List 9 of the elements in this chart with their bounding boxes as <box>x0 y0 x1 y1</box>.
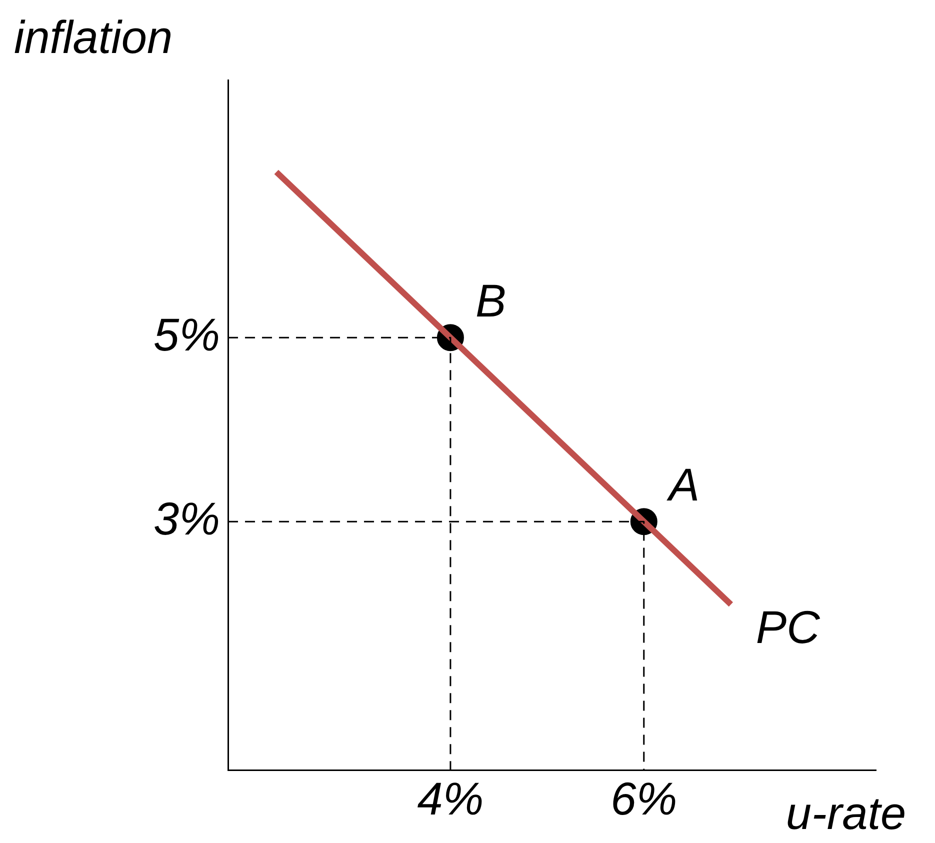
y-axis-title: inflation <box>14 10 173 63</box>
annotation: PC <box>756 601 821 654</box>
y-tick-label: 3% <box>154 492 220 544</box>
y-tick-label: 5% <box>154 308 220 360</box>
annotation: B <box>475 274 506 326</box>
annotation: A <box>666 458 700 510</box>
x-tick-label: 4% <box>417 772 484 824</box>
x-tick-label: 6% <box>610 772 678 824</box>
x-axis-title: u-rate <box>786 786 906 839</box>
